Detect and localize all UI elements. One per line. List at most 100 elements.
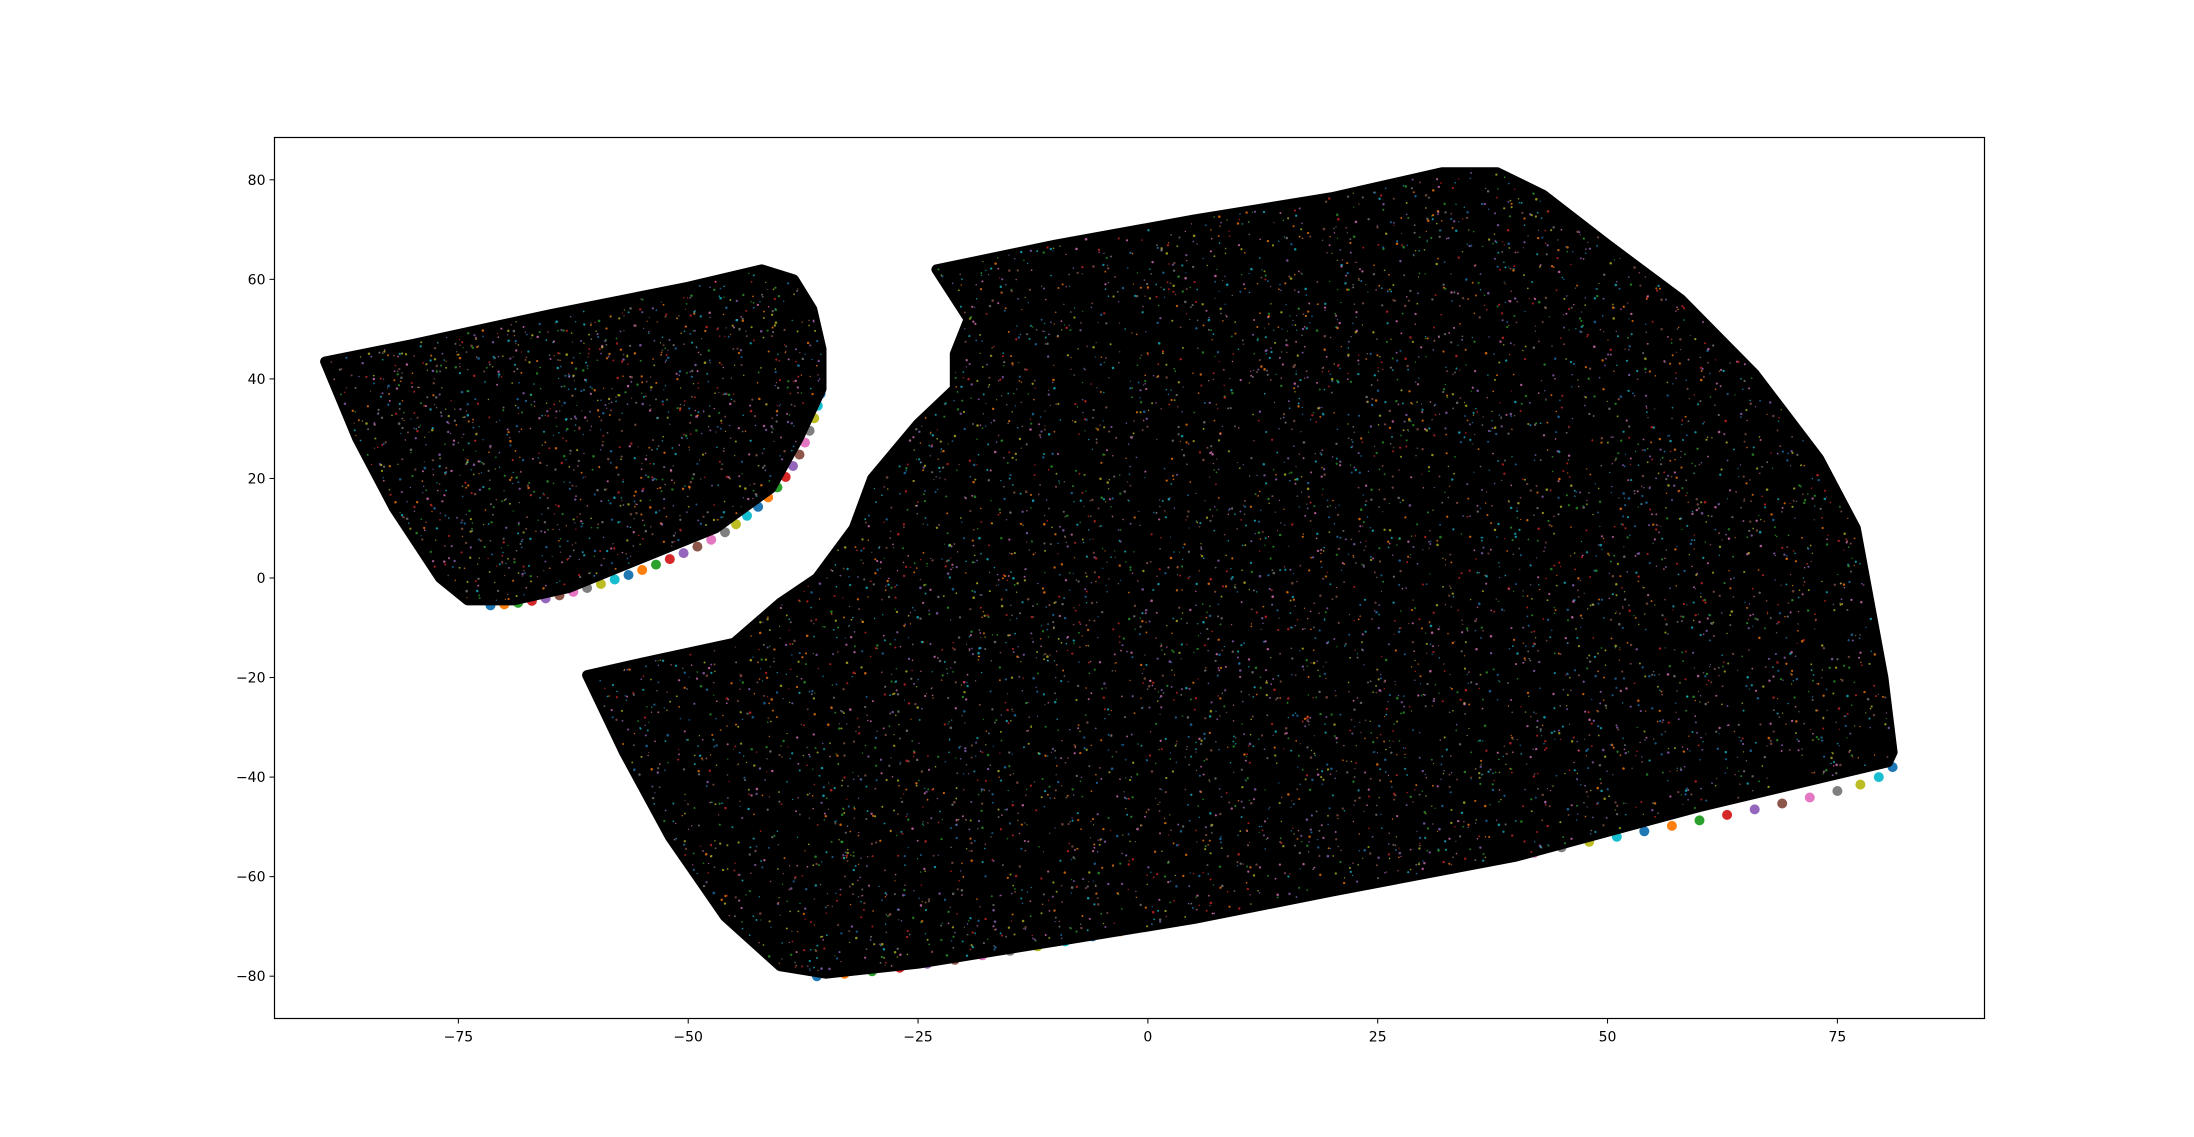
scatter-point bbox=[1106, 481, 1109, 484]
scatter-point bbox=[542, 587, 545, 590]
scatter-point bbox=[739, 742, 743, 745]
scatter-point bbox=[422, 492, 424, 494]
scatter-point bbox=[1162, 351, 1164, 353]
scatter-point bbox=[1479, 273, 1482, 275]
scatter-point bbox=[1069, 820, 1071, 823]
scatter-point bbox=[947, 723, 949, 725]
scatter-point bbox=[456, 351, 458, 353]
scatter-point bbox=[663, 507, 666, 510]
scatter-point bbox=[779, 403, 782, 406]
scatter-point bbox=[1546, 824, 1549, 828]
scatter-point bbox=[809, 344, 812, 347]
scatter-point bbox=[792, 380, 795, 383]
scatter-point bbox=[1272, 571, 1276, 575]
scatter-point bbox=[1568, 307, 1571, 311]
scatter-point bbox=[761, 293, 764, 296]
scatter-point bbox=[447, 414, 450, 418]
scatter-point bbox=[475, 589, 479, 593]
scatter-point bbox=[694, 363, 697, 367]
scatter-point bbox=[373, 421, 376, 424]
scatter-point bbox=[1369, 777, 1372, 780]
scatter-point bbox=[1339, 460, 1342, 463]
scatter-point bbox=[1766, 745, 1768, 747]
scatter-point bbox=[748, 272, 750, 275]
scatter-point bbox=[1203, 401, 1206, 404]
scatter-point bbox=[1044, 652, 1047, 656]
scatter-point bbox=[1406, 774, 1408, 776]
scatter-point bbox=[387, 354, 389, 357]
scatter-point bbox=[569, 315, 572, 318]
scatter-point bbox=[1407, 368, 1409, 371]
scatter-point bbox=[1398, 856, 1400, 859]
scatter-point bbox=[1681, 487, 1684, 490]
scatter-point bbox=[1188, 763, 1191, 766]
scatter-point bbox=[477, 577, 480, 581]
scatter-point bbox=[997, 816, 1000, 818]
scatter-point bbox=[580, 389, 583, 393]
scatter-point bbox=[1157, 803, 1159, 806]
scatter-point bbox=[897, 532, 900, 536]
scatter-point bbox=[1008, 269, 1011, 272]
scatter-point bbox=[426, 396, 429, 399]
scatter-point bbox=[953, 648, 956, 651]
scatter-point bbox=[843, 546, 847, 549]
scatter-point bbox=[1251, 715, 1254, 718]
scatter-point bbox=[1202, 620, 1205, 624]
scatter-point bbox=[1261, 617, 1264, 620]
edge-marker bbox=[1666, 820, 1677, 831]
scatter-point bbox=[1588, 367, 1592, 371]
scatter-point bbox=[1473, 340, 1476, 343]
scatter-point bbox=[1794, 560, 1798, 563]
scatter-point bbox=[1030, 540, 1033, 543]
scatter-point bbox=[1248, 291, 1251, 294]
scatter-point bbox=[810, 693, 813, 696]
scatter-point bbox=[1450, 341, 1453, 344]
scatter-point bbox=[894, 596, 897, 599]
scatter-point bbox=[1518, 528, 1521, 532]
scatter-point bbox=[1229, 761, 1232, 764]
scatter-point bbox=[1252, 369, 1255, 372]
scatter-point bbox=[562, 454, 566, 458]
scatter-point bbox=[1262, 210, 1266, 214]
scatter-point bbox=[1054, 533, 1057, 536]
scatter-point bbox=[868, 514, 870, 517]
scatter-point bbox=[1107, 488, 1110, 490]
scatter-point bbox=[568, 557, 570, 560]
scatter-point bbox=[941, 818, 943, 821]
scatter-point bbox=[1859, 725, 1861, 728]
scatter-point bbox=[678, 314, 680, 317]
scatter-point bbox=[724, 894, 727, 898]
scatter-point bbox=[421, 470, 425, 473]
scatter-point bbox=[855, 930, 858, 933]
scatter-point bbox=[1273, 222, 1275, 224]
scatter-point bbox=[1562, 314, 1564, 316]
scatter-point bbox=[1772, 518, 1775, 522]
scatter-point bbox=[1740, 377, 1742, 380]
scatter-point bbox=[1461, 250, 1464, 253]
scatter-point bbox=[1198, 904, 1201, 907]
scatter-point bbox=[1474, 859, 1477, 862]
scatter-point bbox=[1021, 690, 1024, 692]
scatter-point bbox=[1365, 540, 1367, 542]
scatter-point bbox=[1467, 682, 1470, 684]
scatter-point bbox=[617, 473, 620, 476]
scatter-point bbox=[1195, 769, 1198, 772]
scatter-point bbox=[1370, 488, 1373, 491]
scatter-point bbox=[1550, 731, 1553, 734]
scatter-point bbox=[1045, 298, 1047, 301]
scatter-point bbox=[1076, 406, 1079, 408]
scatter-point bbox=[876, 559, 879, 563]
scatter-point bbox=[691, 477, 694, 480]
scatter-point bbox=[1369, 526, 1372, 529]
scatter-point bbox=[848, 624, 850, 627]
scatter-point bbox=[1278, 802, 1281, 805]
scatter-point bbox=[1335, 442, 1338, 446]
scatter-point bbox=[1189, 723, 1193, 726]
scatter-point bbox=[722, 366, 725, 369]
scatter-point bbox=[687, 297, 689, 299]
scatter-point bbox=[641, 381, 644, 384]
scatter-point bbox=[1391, 435, 1393, 438]
scatter-point bbox=[475, 356, 478, 358]
scatter-point bbox=[1175, 761, 1178, 764]
scatter-point bbox=[1202, 557, 1205, 560]
